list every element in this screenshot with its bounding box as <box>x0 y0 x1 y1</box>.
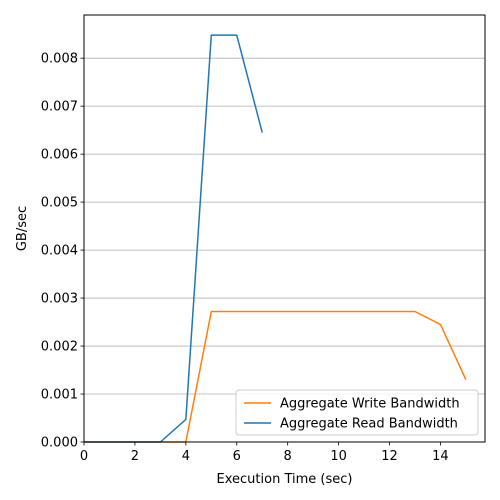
legend-box <box>235 389 479 436</box>
x-axis-label: Execution Time (sec) <box>217 472 353 487</box>
legend: Aggregate Write Bandwidth Aggregate Read… <box>235 389 479 436</box>
y-tick-label: 0.001 <box>41 388 78 403</box>
axis-ticks: 0.000 0.001 0.002 0.003 0.004 0.005 0.006 0.007… <box>41 52 449 464</box>
y-tick-label: 0.000 <box>41 436 78 451</box>
x-tick-label: 2 <box>131 449 139 464</box>
plot-frame <box>83 14 486 443</box>
y-axis-label: GB/sec <box>15 206 30 251</box>
y-tick-label: 0.003 <box>41 292 78 307</box>
y-tick-label: 0.002 <box>41 340 78 355</box>
legend-label-write: Aggregate Write Bandwidth <box>280 397 460 412</box>
y-tick-label: 0.005 <box>41 196 78 211</box>
x-tick-label: 6 <box>233 449 241 464</box>
y-tick-label: 0.007 <box>41 100 78 115</box>
x-tick-label: 14 <box>432 449 449 464</box>
x-tick-label: 12 <box>381 449 398 464</box>
y-tick-label: 0.006 <box>41 148 78 163</box>
y-tick-label: 0.004 <box>41 244 78 259</box>
x-tick-label: 8 <box>284 449 292 464</box>
x-tick-label: 10 <box>330 449 347 464</box>
x-tick-label: 4 <box>182 449 190 464</box>
x-tick-label: 0 <box>80 449 88 464</box>
legend-label-read: Aggregate Read Bandwidth <box>280 417 458 432</box>
y-tick-label: 0.008 <box>41 52 78 67</box>
